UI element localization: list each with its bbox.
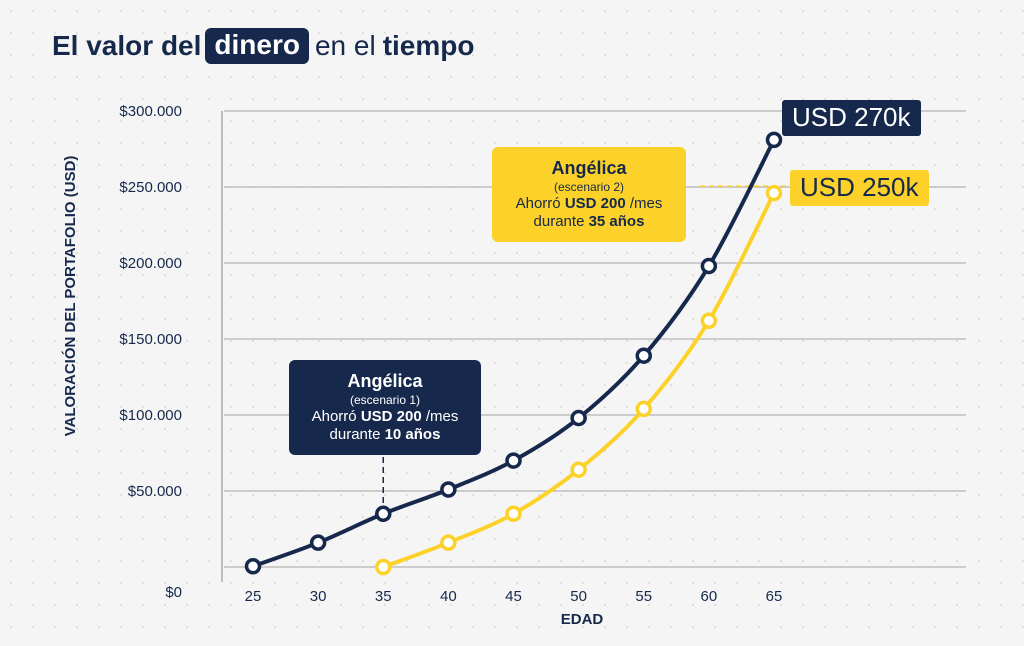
data-point-2 [700, 312, 718, 330]
callout-subtitle: (escenario 2) [553, 179, 625, 194]
y-tick-label: $100.000 [119, 407, 182, 424]
data-point-1 [244, 557, 262, 575]
title-part1: El valor del [52, 30, 202, 61]
callout-name: Angélica [347, 371, 423, 391]
data-point-1 [309, 534, 327, 551]
x-axis-label: EDAD [561, 611, 604, 628]
x-tick-label: 55 [635, 588, 652, 605]
callout-name: Angélica [551, 158, 627, 178]
callout-line-1: Ahorró USD 200 /mes [311, 407, 459, 425]
title-part3: tiempo [382, 30, 475, 61]
x-tick-label: 35 [375, 588, 392, 605]
data-point-2 [570, 461, 587, 478]
data-point-2 [440, 534, 457, 551]
x-tick-label: 65 [766, 588, 783, 605]
callout-line-2: durante 35 años [533, 213, 645, 231]
data-point-1 [375, 505, 392, 523]
data-point-1 [440, 481, 457, 498]
y-axis-label: VALORACIÓN DEL PORTAFOLIO (USD) [61, 156, 79, 437]
y-tick-label: $200.000 [119, 255, 182, 272]
end-value-label-scenario-2: USD 250k [790, 170, 929, 206]
series-layer [244, 131, 783, 576]
title-part2: en el [314, 30, 376, 61]
y-tick-label: $300.000 [119, 103, 182, 120]
data-point-1 [700, 257, 718, 275]
chart-title: El valor del dinero en el tiempo [52, 28, 474, 64]
x-tick-label: 50 [570, 588, 587, 605]
y-tick-label: $150.000 [119, 331, 182, 348]
callout-scenario-2: Angélica (escenario 2) Ahorró USD 200 /m… [492, 147, 686, 242]
data-point-1 [505, 452, 522, 469]
data-point-2 [375, 558, 392, 576]
x-tick-label: 25 [245, 588, 262, 605]
data-point-2 [635, 400, 652, 418]
data-point-1 [765, 131, 783, 149]
callout-line-1: Ahorró USD 200 /mes [515, 194, 663, 212]
x-tick-label: 30 [310, 588, 327, 605]
data-point-1 [635, 347, 652, 364]
x-tick-label: 45 [505, 588, 522, 605]
callout-scenario-1: Angélica (escenario 1) Ahorró USD 200 /m… [289, 360, 481, 455]
callout-subtitle: (escenario 1) [349, 392, 421, 407]
y-tick-label: $0 [165, 584, 182, 601]
data-point-2 [505, 505, 522, 523]
x-tick-label: 40 [440, 588, 457, 605]
y-tick-label: $50.000 [128, 483, 182, 500]
end-value-label-scenario-1: USD 270k [782, 100, 921, 136]
y-tick-label: $250.000 [119, 179, 182, 196]
data-point-2 [765, 184, 783, 202]
tick-layer: $0 $50.000 $100.000 $150.000 $200.000 $250.00… [119, 103, 782, 605]
callout-line-2: durante 10 años [329, 426, 441, 444]
x-tick-label: 60 [701, 588, 718, 605]
title-highlight: dinero [205, 28, 309, 64]
data-point-1 [570, 409, 587, 427]
